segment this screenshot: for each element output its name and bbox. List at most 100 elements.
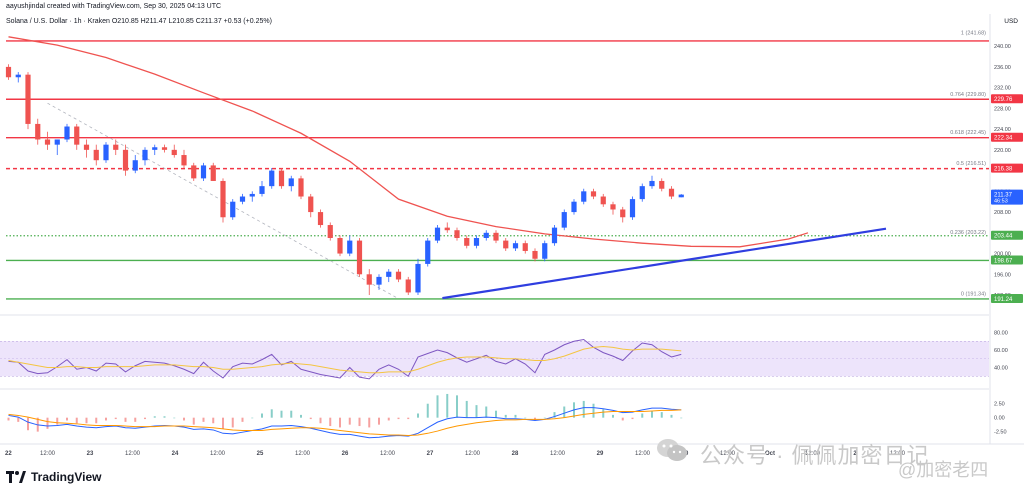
candle xyxy=(659,178,665,192)
candle-body xyxy=(5,66,12,78)
candle-body xyxy=(532,250,538,259)
candle xyxy=(5,64,12,80)
fib-level-label: 0.5 (216.51) xyxy=(956,161,986,167)
candle-body xyxy=(405,279,411,293)
time-tick-label: 2 xyxy=(853,451,857,457)
price-label-bg xyxy=(991,94,1023,104)
macd-histogram-bar xyxy=(378,417,380,425)
macd-histogram-bar xyxy=(621,417,624,421)
candle-body xyxy=(444,227,450,231)
candle xyxy=(600,193,606,207)
macd-histogram-bar xyxy=(329,417,332,427)
macd-histogram-bar xyxy=(407,417,410,420)
candle-body xyxy=(483,232,489,238)
macd-histogram-bar xyxy=(7,417,10,421)
macd-histogram-bar xyxy=(56,417,59,425)
macd-histogram-bar xyxy=(290,410,293,418)
candle xyxy=(356,238,363,277)
candle xyxy=(493,230,499,244)
candle xyxy=(590,188,597,200)
candle-body xyxy=(93,149,99,161)
price-label-text: 211.37 xyxy=(994,193,1013,199)
price-label-text: 198.67 xyxy=(994,258,1013,264)
macd-histogram-bar xyxy=(270,409,273,418)
macd-histogram-bar xyxy=(563,406,566,418)
macd-histogram-bar xyxy=(514,414,517,418)
candle xyxy=(386,269,392,283)
candle-body xyxy=(220,180,226,218)
time-tick-label: 12:00 xyxy=(720,451,736,457)
candle xyxy=(93,144,99,166)
candle-body xyxy=(142,149,148,161)
candle-body xyxy=(425,240,431,264)
candle xyxy=(395,269,402,283)
candle-body xyxy=(493,232,499,241)
candle xyxy=(132,155,138,174)
candle-body xyxy=(581,191,587,202)
candle-body xyxy=(239,196,246,202)
price-label: 203.44 xyxy=(991,230,1023,240)
price-label-countdown: 46:53 xyxy=(994,199,1008,205)
price-tick-label: 228.00 xyxy=(994,106,1011,112)
candle-body xyxy=(571,201,577,213)
candle-body xyxy=(269,170,275,187)
candle-body xyxy=(659,180,665,189)
time-tick-label: 12:00 xyxy=(465,451,481,457)
candle xyxy=(288,175,294,192)
candle xyxy=(317,209,324,228)
candle xyxy=(191,162,197,181)
macd-histogram-bar xyxy=(95,417,98,424)
fib-level-label: 0.764 (229.80) xyxy=(950,92,986,98)
watermark-secondary: @加密老四 xyxy=(898,460,989,480)
time-tick-label: 12:00 xyxy=(295,451,311,457)
price-label-text: 203.44 xyxy=(994,234,1013,240)
candle-body xyxy=(629,199,636,218)
macd-histogram-bar xyxy=(524,417,527,419)
macd-histogram-bar xyxy=(183,417,185,421)
candle xyxy=(278,168,285,189)
fib-level-label: 0 (191.34) xyxy=(961,291,986,297)
macd-line xyxy=(8,407,682,439)
time-tick-label: Oct xyxy=(765,451,775,457)
price-label-bg xyxy=(991,230,1023,240)
candle xyxy=(122,144,129,176)
candle-body xyxy=(347,240,353,254)
macd-histogram-bar xyxy=(144,417,146,420)
macd-histogram-bar xyxy=(436,395,439,418)
price-label: 222.34 xyxy=(991,132,1023,142)
candle-body xyxy=(103,144,109,161)
macd-histogram-bar xyxy=(631,417,634,420)
macd-histogram-bar xyxy=(192,417,195,425)
candle-body xyxy=(668,188,675,197)
candle xyxy=(434,225,441,244)
price-label-text: 229.76 xyxy=(994,97,1013,103)
candle xyxy=(561,209,567,231)
macd-histogram-bar xyxy=(485,406,488,418)
macd-histogram-bar xyxy=(153,416,156,418)
price-label-text: 216.38 xyxy=(994,167,1013,173)
candle-body xyxy=(83,144,90,150)
candle xyxy=(171,144,177,158)
candle xyxy=(551,225,558,246)
candle xyxy=(64,123,70,143)
candle-body xyxy=(122,149,129,171)
candle xyxy=(210,162,216,181)
candle-body xyxy=(317,212,324,226)
candle xyxy=(581,188,587,205)
credit-text: aayushjindal created with TradingView.co… xyxy=(6,3,222,10)
price-label-text: 191.24 xyxy=(994,297,1013,303)
candle xyxy=(142,147,148,166)
candle xyxy=(620,206,626,223)
time-tick-label: 12:00 xyxy=(380,451,396,457)
signal-line xyxy=(8,409,682,437)
macd-histogram-bar xyxy=(592,403,595,418)
candle xyxy=(230,199,236,220)
watermark-text: 公众号 · 佩佩加密日记 xyxy=(700,443,930,468)
candle-body xyxy=(551,227,558,244)
price-tick-label: 236.00 xyxy=(994,65,1011,71)
candle xyxy=(678,194,684,198)
candle-body xyxy=(132,160,138,171)
price-label: 229.76 xyxy=(991,94,1023,104)
macd-histogram-bar xyxy=(163,416,166,418)
